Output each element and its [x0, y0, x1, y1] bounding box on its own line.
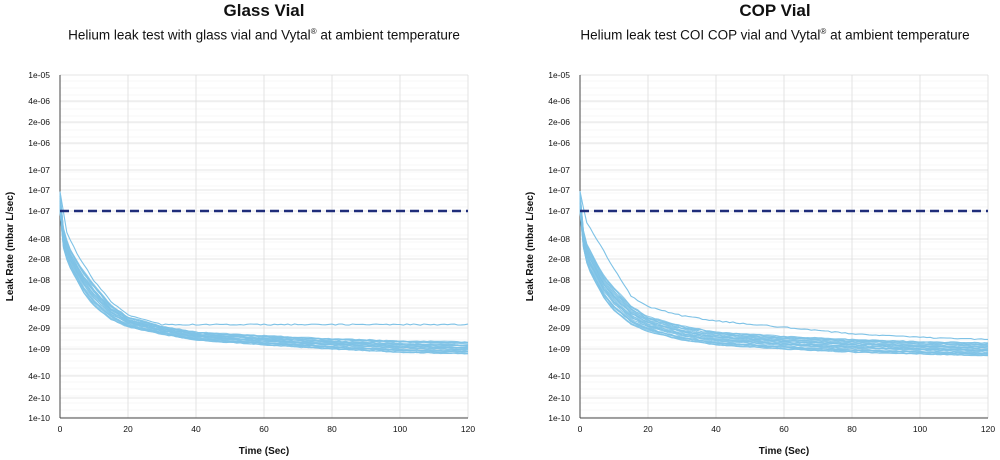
y-tick-label: 2e-06 — [548, 117, 570, 127]
y-tick-label: 4e-06 — [548, 96, 570, 106]
chart-title: Glass Vial — [223, 1, 305, 20]
test-run-line — [579, 211, 989, 357]
y-tick-label: 1e-06 — [548, 138, 570, 148]
y-tick-label: 2e-08 — [548, 254, 570, 264]
x-tick-label: 100 — [393, 424, 407, 434]
x-tick-label: 40 — [711, 424, 721, 434]
test-run-line-outlier — [579, 191, 988, 341]
chart-subtitle: Helium leak test COI COP vial and Vytal®… — [525, 23, 1000, 45]
test-run-line — [579, 201, 989, 351]
x-tick-label: 20 — [123, 424, 133, 434]
test-run-line — [59, 196, 469, 346]
test-run-line — [579, 209, 989, 355]
y-tick-label: 2e-10 — [28, 393, 50, 403]
x-tick-label: 60 — [779, 424, 789, 434]
test-run-line — [579, 193, 989, 346]
y-tick-label: 2e-10 — [548, 393, 570, 403]
test-run-line — [59, 192, 469, 343]
y-tick-label: 2e-08 — [28, 254, 50, 264]
y-tick-label: 1e-10 — [28, 413, 50, 423]
series-group — [59, 191, 469, 355]
test-run-line — [579, 191, 989, 344]
x-tick-label: 0 — [58, 424, 63, 434]
y-tick-label: 4e-10 — [28, 371, 50, 381]
x-tick-label: 80 — [327, 424, 337, 434]
y-tick-label: 1e-09 — [548, 344, 570, 354]
y-tick-label: 1e-10 — [548, 413, 570, 423]
y-tick-label: 1e-05 — [548, 70, 570, 80]
grid — [579, 74, 989, 419]
y-tick-label: 1e-05 — [28, 70, 50, 80]
x-tick-label: 20 — [643, 424, 653, 434]
y-tick-label: 1e-07 — [28, 206, 50, 216]
cop-vial-chart-panel: COP Vial Helium leak test COI COP vial a… — [520, 0, 1000, 460]
y-tick-label: 1e-07 — [548, 206, 570, 216]
x-tick-label: 40 — [191, 424, 201, 434]
y-tick-label: 1e-08 — [548, 275, 570, 285]
x-axis-label: Time (Sec) — [759, 446, 809, 457]
test-run-line — [579, 207, 989, 354]
y-tick-label: 1e-07 — [28, 165, 50, 175]
chart-plot: 1e-05 4e-06 2e-06 1e-06 1e-07 1e-07 1e-07 4e-08… — [5, 70, 475, 457]
y-tick-label: 4e-09 — [548, 303, 570, 313]
y-tick-label: 1e-07 — [548, 165, 570, 175]
registered-mark: ® — [310, 27, 317, 36]
y-tick-label: 2e-09 — [548, 323, 570, 333]
y-tick-label: 2e-06 — [28, 117, 50, 127]
y-axis-label: Leak Rate (mbar L/sec) — [5, 192, 16, 302]
chart-title: COP Vial — [739, 1, 811, 20]
chart-subtitle: Helium leak test with glass vial and Vyt… — [14, 23, 514, 45]
y-tick-label: 4e-08 — [548, 234, 570, 244]
y-tick-label: 1e-07 — [548, 185, 570, 195]
y-tick-label: 4e-09 — [28, 303, 50, 313]
y-tick-label: 1e-09 — [28, 344, 50, 354]
chart-plot: 1e-05 4e-06 2e-06 1e-06 1e-07 1e-07 1e-07 4e-08… — [525, 70, 995, 457]
x-tick-label: 120 — [981, 424, 995, 434]
series-group — [579, 191, 989, 357]
y-tick-label: 2e-09 — [28, 323, 50, 333]
x-tick-label: 0 — [578, 424, 583, 434]
x-tick-label: 120 — [461, 424, 475, 434]
registered-mark: ® — [820, 27, 827, 36]
x-tick-label: 80 — [847, 424, 857, 434]
subtitle-text: Helium leak test COI COP vial and Vytal — [580, 27, 821, 43]
x-tick-label: 60 — [259, 424, 269, 434]
y-tick-label: 1e-06 — [28, 138, 50, 148]
y-tick-label: 4e-10 — [548, 371, 570, 381]
x-axis-label: Time (Sec) — [239, 446, 289, 457]
y-axis-label: Leak Rate (mbar L/sec) — [525, 192, 536, 302]
glass-vial-chart-panel: Glass Vial Helium leak test with glass v… — [5, 1, 475, 457]
y-tick-label: 4e-06 — [28, 96, 50, 106]
y-tick-label: 4e-08 — [28, 234, 50, 244]
grid — [59, 74, 469, 419]
test-run-line — [579, 204, 989, 351]
subtitle-text-end: at ambient temperature — [826, 27, 970, 43]
test-run-line-outlier — [59, 191, 469, 326]
y-tick-label: 1e-07 — [28, 185, 50, 195]
x-tick-label: 100 — [913, 424, 927, 434]
subtitle-text-end: at ambient temperature — [316, 27, 460, 43]
y-tick-label: 1e-08 — [28, 275, 50, 285]
subtitle-text: Helium leak test with glass vial and Vyt… — [68, 27, 311, 43]
